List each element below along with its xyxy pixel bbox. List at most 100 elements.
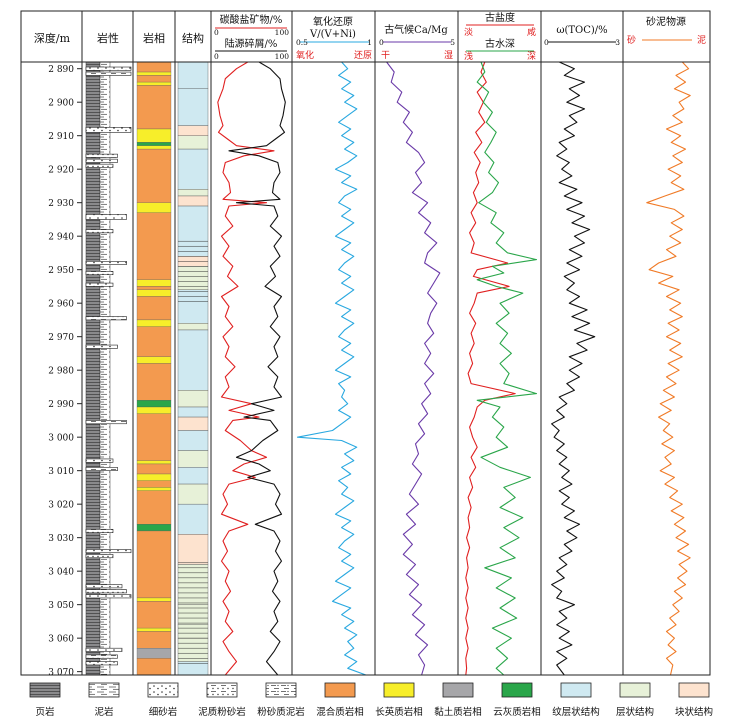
legend-label: 云灰质岩相 — [493, 706, 541, 718]
legend-label: 混合质岩相 — [316, 706, 364, 718]
header-carbonate-terrigenous: 碳酸盐矿物/% 0 100 陆源碎屑/% 0 100 — [214, 13, 289, 61]
facies-interval — [136, 480, 172, 488]
depth-tick-label: 2 890 — [48, 65, 74, 75]
facies-interval — [136, 296, 172, 321]
lithology-bed — [85, 647, 123, 652]
facies-interval — [136, 128, 172, 143]
legend-swatch — [560, 682, 592, 698]
lithology-bed — [85, 316, 127, 321]
facies-interval — [136, 356, 172, 364]
salinity-curve — [465, 61, 516, 676]
depth-tick-label: 2 960 — [48, 300, 74, 310]
depth-tick-label: 2 950 — [48, 266, 74, 276]
structure-interval — [177, 467, 209, 485]
header-carbonate: 碳酸盐矿物/% — [220, 13, 283, 26]
facies-column — [136, 61, 172, 676]
depth-tick-label: 2 920 — [48, 166, 74, 176]
lithology-bed — [85, 594, 132, 599]
facies-interval — [136, 601, 172, 629]
legend-label: 粉砂质泥岩 — [257, 706, 305, 718]
redox-min: 0.5 — [296, 38, 308, 47]
carbonate-min: 0 — [214, 28, 219, 37]
depth-tick-label: 2 990 — [48, 400, 74, 410]
climate-left-label: 干 — [381, 50, 390, 61]
header-lithology: 岩性 — [97, 31, 119, 45]
depth-tick-label: 2 940 — [48, 233, 74, 243]
facies-interval — [136, 71, 172, 76]
legend-label: 块状结构 — [675, 706, 713, 718]
header-source-title: 砂泥物源 — [646, 15, 686, 28]
facies-interval — [136, 279, 172, 287]
lithology-bed — [85, 282, 114, 287]
redox-max: 1 — [367, 38, 372, 47]
lithology-bed — [85, 554, 114, 559]
header-salinity-water: 古盐度 淡 咸 古水深 浅 深 — [464, 11, 536, 62]
track-frame — [20, 10, 711, 676]
structure-interval — [177, 450, 209, 468]
salinity-right-label: 咸 — [527, 26, 536, 38]
structure-interval — [177, 406, 209, 418]
header-depth: 深度/m — [34, 31, 71, 45]
legend-swatch — [324, 682, 356, 698]
water-depth-left-label: 浅 — [464, 50, 473, 62]
structure-interval — [177, 189, 209, 197]
facies-interval — [136, 648, 172, 659]
lithology-bed — [85, 467, 118, 471]
toc-min: 0 — [544, 38, 549, 47]
salinity-left-label: 淡 — [464, 27, 473, 38]
facies-interval — [136, 473, 172, 481]
depth-tick-label: 3 030 — [48, 534, 74, 544]
lithology-bed — [85, 158, 118, 163]
depth-tick-label: 3 040 — [48, 568, 74, 578]
toc-max: 3 — [615, 38, 620, 47]
climate-max: 5 — [450, 38, 455, 47]
header-climate-title: 古气候Ca/Mg — [384, 23, 448, 36]
climate-min: 0 — [379, 38, 384, 47]
lithology-bed — [85, 420, 127, 425]
lithology-bed — [85, 661, 118, 666]
terrigenous-max: 100 — [275, 52, 290, 61]
carbonate-curve — [217, 61, 275, 676]
facies-interval — [136, 81, 172, 86]
header-redox-sub: V/(V+Ni) — [309, 29, 356, 40]
depth-tick-label: 3 060 — [48, 635, 74, 645]
depth-tick-label: 3 010 — [48, 467, 74, 477]
lithology-bed — [85, 528, 114, 533]
header-redox-title: 氧化还原 — [313, 15, 353, 28]
structure-interval — [177, 604, 209, 625]
legend-label: 泥质粉砂岩 — [198, 706, 246, 718]
facies-interval — [136, 463, 172, 475]
lithology-bed — [85, 163, 114, 168]
legend-label: 纹层状结构 — [552, 706, 600, 718]
structure-interval — [177, 195, 209, 207]
legend: 页岩 泥岩 细砂岩 泥质粉砂岩 粉砂质泥岩 混合质岩相 长英质岩相 黏土质岩相 云灰质岩相 纹层状… — [29, 682, 713, 718]
lithology-bed — [85, 584, 123, 589]
header-redox: 氧化还原 V/(V+Ni) 0.5 1 氧化 还原 — [296, 15, 372, 61]
lithology-bed — [85, 261, 127, 265]
lithology-bed — [85, 214, 127, 220]
source-right-label: 泥 — [697, 35, 706, 46]
lithology-bed — [85, 549, 132, 554]
structure-interval — [177, 205, 209, 257]
legend-swatch — [29, 682, 61, 698]
structure-interval — [177, 148, 209, 190]
facies-interval — [136, 286, 172, 290]
legend-swatch — [88, 682, 120, 698]
water_depth-curve — [476, 61, 538, 676]
structure-interval — [177, 88, 209, 126]
legend-swatch — [619, 682, 651, 698]
lithology-bed — [85, 344, 118, 349]
header-water-depth: 古水深 — [485, 37, 515, 50]
header-toc-title: ω(TOC)/% — [556, 25, 607, 36]
water-depth-right-label: 深 — [527, 51, 536, 62]
lithology-bed — [85, 458, 114, 463]
redox-right-label: 还原 — [354, 49, 372, 61]
lithology-bed — [85, 66, 132, 71]
legend-swatch — [206, 682, 238, 698]
header-salinity: 古盐度 — [485, 11, 515, 24]
legend-label: 泥岩 — [94, 706, 113, 718]
facies-interval — [136, 631, 172, 649]
structure-interval — [177, 624, 209, 639]
depth-tick-label: 3 070 — [48, 668, 74, 678]
